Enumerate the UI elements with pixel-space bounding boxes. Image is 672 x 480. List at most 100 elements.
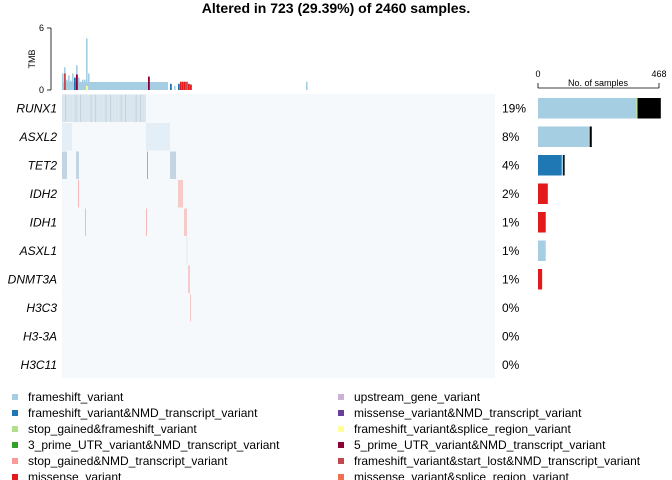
gene-percent: 1%	[502, 215, 520, 229]
legend: frameshift_variant upstream_gene_variantf…	[12, 390, 641, 480]
mutation-cell	[144, 94, 146, 122]
mutation-cell	[116, 94, 118, 122]
mutation-cell	[62, 94, 64, 122]
chart-title: Altered in 723 (29.39%) of 2460 samples.	[202, 0, 470, 16]
sample-count-bars	[538, 98, 661, 290]
sample-bar-segment	[538, 155, 562, 176]
gene-label: ASXL1	[19, 244, 57, 258]
mutation-cell	[89, 94, 91, 122]
mutation-cell	[126, 94, 128, 122]
tmb-max-label: 6	[39, 23, 44, 33]
tmb-bar	[180, 81, 182, 90]
mutation-cell	[107, 94, 109, 122]
mutation-cell	[170, 151, 176, 179]
mutation-cell	[134, 94, 136, 122]
sample-bar-segment	[538, 183, 548, 204]
tmb-bar	[76, 74, 78, 90]
mutation-cell	[123, 94, 125, 122]
tmb-bar	[72, 73, 74, 90]
sample-bar-segment	[589, 126, 592, 147]
tmb-bar	[86, 38, 88, 90]
tmb-bar	[64, 73, 66, 90]
gene-label: IDH1	[30, 215, 57, 229]
legend-label: frameshift_variant&splice_region_variant	[354, 422, 571, 436]
mutation-cell	[147, 151, 148, 179]
mutation-cell	[119, 94, 121, 122]
samples-axis-label: No. of samples	[568, 78, 629, 88]
mutation-cell	[108, 94, 110, 122]
mutation-cell	[125, 94, 127, 122]
samples-axis: 0 468 No. of samples	[535, 69, 667, 89]
mutation-cell	[99, 94, 101, 122]
mutation-cell	[138, 94, 140, 122]
mutation-cell	[68, 94, 70, 122]
mutation-cell	[95, 94, 97, 122]
percent-labels: 19% 8% 4% 2% 1% 1% 1% 0% 0% 0%	[502, 101, 526, 372]
mutation-cell	[143, 94, 145, 122]
mutation-cell	[184, 208, 187, 236]
gene-label: RUNX1	[16, 101, 57, 115]
tmb-bar	[62, 82, 168, 90]
legend-label: 5_prime_UTR_variant&NMD_transcript_varia…	[354, 438, 606, 452]
sample-bar-segment	[538, 269, 543, 290]
sample-bar-segment	[637, 98, 661, 119]
mutation-cell	[146, 123, 170, 151]
legend-label: missense_variant&NMD_transcript_variant	[354, 406, 582, 420]
gene-percent: 4%	[502, 158, 520, 172]
mutation-cell	[105, 94, 107, 122]
mutation-cell	[122, 94, 124, 122]
mutation-cell	[92, 94, 94, 122]
mutation-cell	[146, 208, 147, 236]
mutation-cell	[131, 94, 133, 122]
tmb-bar	[178, 83, 180, 90]
tmb-bar	[174, 85, 176, 90]
mutation-cell	[80, 94, 82, 122]
legend-swatch	[338, 458, 344, 464]
legend-label: frameshift_variant&start_lost&NMD_transc…	[354, 454, 641, 468]
mutation-cell	[78, 180, 79, 208]
legend-swatch	[12, 458, 18, 464]
mutation-cell	[87, 94, 89, 122]
gene-label: TET2	[28, 158, 58, 172]
mutation-cell	[135, 94, 137, 122]
legend-label: missense_variant&splice_region_variant	[354, 470, 569, 480]
mutation-cell	[111, 94, 113, 122]
tmb-bar	[184, 81, 186, 90]
legend-swatch	[12, 410, 18, 416]
sample-bar-segment	[538, 98, 637, 119]
gene-label: ASXL2	[19, 130, 58, 144]
tmb-bars	[62, 38, 308, 90]
legend-swatch	[338, 394, 344, 400]
gene-percent: 8%	[502, 130, 520, 144]
mutation-cell	[137, 94, 139, 122]
tmb-bar	[188, 83, 190, 90]
legend-label: stop_gained&NMD_transcript_variant	[28, 454, 228, 468]
gene-label: DNMT3A	[8, 272, 57, 286]
mutation-cell	[65, 94, 67, 122]
tmb-bar	[182, 81, 184, 90]
mutation-cell	[114, 94, 116, 122]
mutation-cell	[186, 237, 188, 265]
gene-label: IDH2	[30, 187, 58, 201]
gene-percent: 0%	[502, 301, 520, 315]
mutation-cell	[90, 94, 92, 122]
mutation-cell	[102, 94, 104, 122]
gene-label: H3C11	[21, 358, 57, 372]
gene-percent: 19%	[502, 101, 526, 115]
legend-label: 3_prime_UTR_variant&NMD_transcript_varia…	[28, 438, 280, 452]
tmb-bar	[306, 81, 308, 90]
sample-bar-segment	[563, 155, 565, 176]
mutation-cell	[78, 94, 80, 122]
tmb-bar	[170, 83, 172, 90]
mutation-cell	[104, 94, 106, 122]
gene-percent: 0%	[502, 358, 520, 372]
legend-swatch	[338, 426, 344, 432]
sample-bar-segment	[588, 126, 590, 147]
mutation-cell	[188, 265, 190, 293]
mutation-cell	[93, 94, 95, 122]
tmb-axis: 6 0 TMB	[27, 23, 52, 95]
mutation-cell	[98, 94, 100, 122]
sample-bar-segment	[538, 212, 546, 233]
mutation-cell	[101, 94, 103, 122]
